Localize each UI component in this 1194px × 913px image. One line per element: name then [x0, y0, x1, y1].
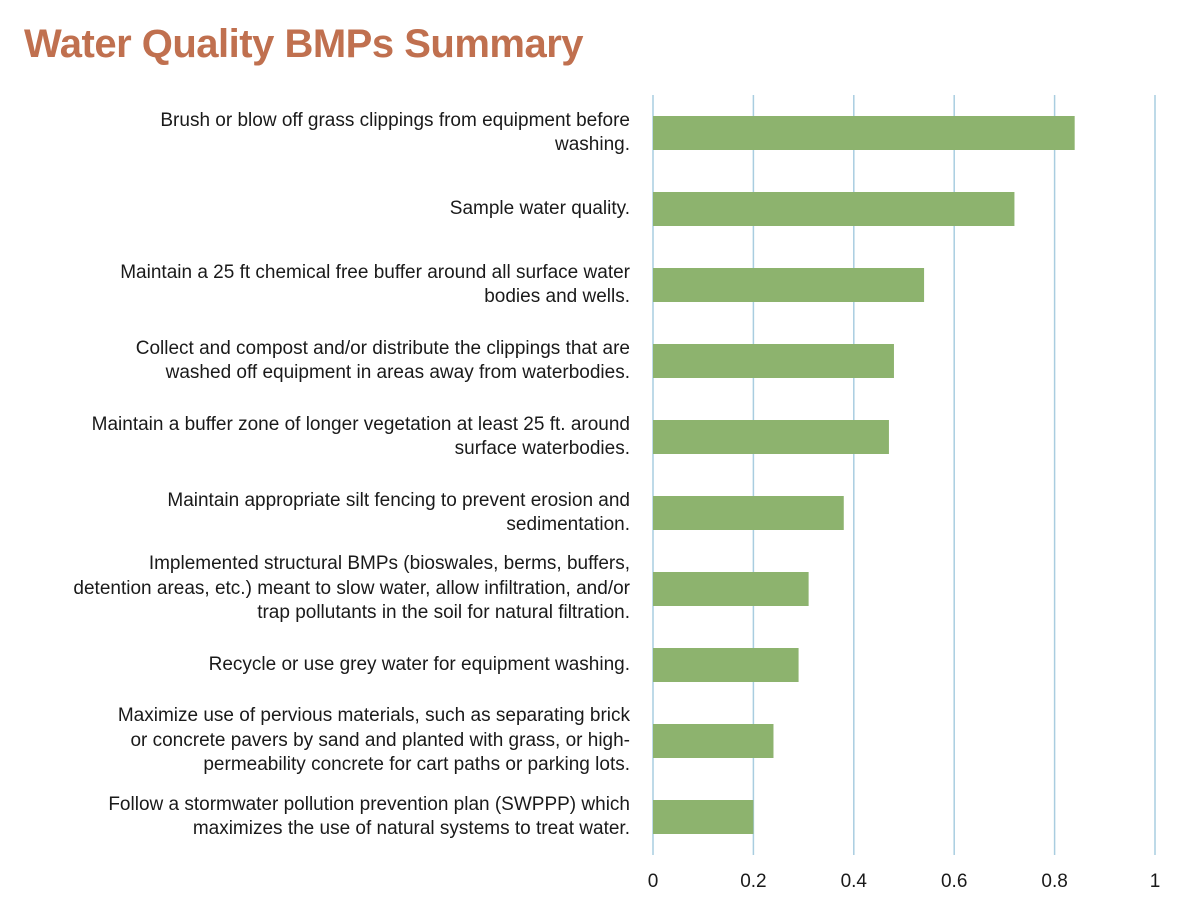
x-tick-label: 0.6: [941, 871, 967, 892]
bar-1: [653, 192, 1015, 226]
bar-2: [653, 268, 925, 302]
category-label-6: Implemented structural BMPs (bioswales, …: [73, 553, 630, 624]
category-label-3: Collect and compost and/or distribute th…: [135, 337, 630, 384]
category-label-8: Maximize use of pervious materials, such…: [117, 705, 630, 776]
category-label-4: Maintain a buffer zone of longer vegetat…: [91, 413, 630, 460]
x-tick-label: 0: [648, 871, 659, 892]
category-label-0: Brush or blow off grass clippings from e…: [160, 109, 630, 156]
category-label-9: Follow a stormwater pollution prevention…: [108, 793, 630, 840]
x-tick-label: 0.4: [841, 871, 868, 892]
category-label-7: Recycle or use grey water for equipment …: [208, 653, 630, 675]
bar-0: [653, 116, 1075, 150]
bar-8: [653, 724, 774, 758]
bar-6: [653, 572, 809, 606]
bar-9: [653, 800, 754, 834]
x-tick-label: 0.8: [1041, 871, 1067, 892]
x-tick-label: 0.2: [740, 871, 766, 892]
x-tick-label: 1: [1150, 871, 1161, 892]
category-label-1: Sample water quality.: [449, 197, 630, 219]
bar-3: [653, 344, 894, 378]
bar-5: [653, 496, 844, 530]
bar-4: [653, 420, 889, 454]
bar-7: [653, 648, 799, 682]
category-label-5: Maintain appropriate silt fencing to pre…: [167, 489, 630, 536]
chart-title: Water Quality BMPs Summary: [24, 22, 584, 66]
category-labels: Brush or blow off grass clippings from e…: [73, 109, 630, 840]
category-label-2: Maintain a 25 ft chemical free buffer ar…: [120, 261, 630, 308]
